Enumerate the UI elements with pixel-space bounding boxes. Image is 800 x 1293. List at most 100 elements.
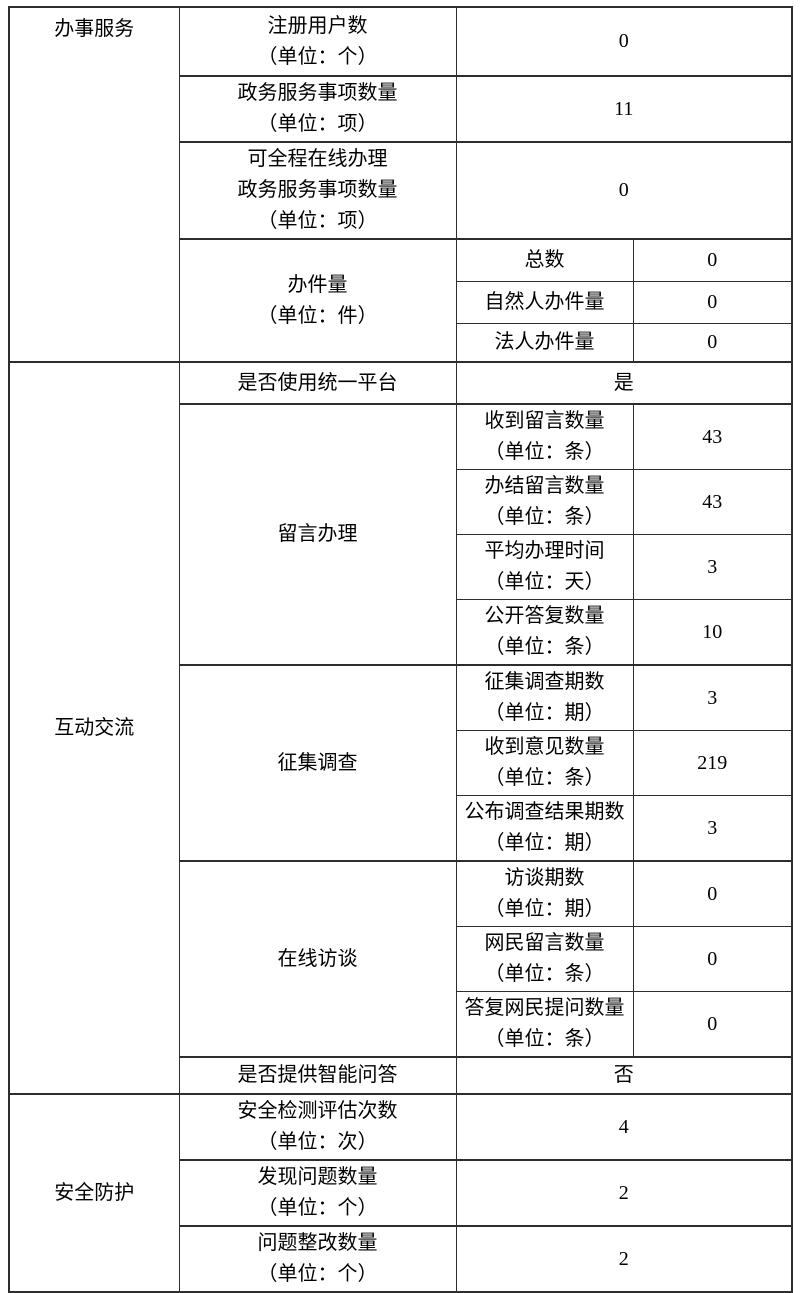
- value-natural-person: 0: [632, 280, 793, 324]
- item-unit: （单位：个）: [257, 45, 378, 68]
- section-label-interaction: 互动交流: [8, 361, 180, 1095]
- table-row: 办件量 （单位：件） 总数 0: [9, 238, 793, 363]
- item-unit: （单位：项）: [257, 210, 378, 232]
- item-problems-fixed: 问题整改数量 （单位：个）: [178, 1225, 457, 1293]
- value-netizen-questions-answered: 0: [632, 991, 793, 1058]
- item-problems-found: 发现问题数量 （单位：个）: [178, 1159, 457, 1227]
- table-row: 发现问题数量 （单位：个） 2: [9, 1159, 793, 1227]
- subitem-label: 收到留言数量: [484, 410, 605, 432]
- item-service-matters: 政务服务事项数量 （单位：项）: [178, 75, 457, 143]
- value-problems-found: 2: [455, 1159, 793, 1227]
- subitem-netizen-questions-answered: 答复网民提问数量 （单位：条）: [455, 991, 634, 1058]
- table-row: 留言办理 收到留言数量 （单位：条） 43: [9, 403, 793, 666]
- item-online-interview: 在线访谈: [178, 860, 457, 1058]
- item-unit: （单位：件）: [257, 304, 378, 327]
- subitem-label: 访谈期数: [504, 867, 585, 889]
- subitem-label: 办结留言数量: [484, 475, 605, 497]
- value-security-checks: 4: [455, 1093, 793, 1161]
- item-case-volume: 办件量 （单位：件）: [178, 238, 457, 363]
- subitem-label: 征集调查期数: [484, 671, 605, 693]
- value-service-matters: 11: [455, 75, 793, 143]
- subitem-average-handling-time: 平均办理时间 （单位：天）: [455, 534, 634, 600]
- subitem-survey-results-published: 公布调查结果期数 （单位：期）: [455, 795, 634, 862]
- subitem-survey-periods: 征集调查期数 （单位：期）: [455, 664, 634, 731]
- value-smart-qa: 否: [455, 1056, 793, 1095]
- item-message-handling: 留言办理: [178, 403, 457, 666]
- item-label: 政务服务事项数量: [237, 82, 398, 104]
- value-interview-periods: 0: [632, 860, 793, 927]
- value-public-replies: 10: [632, 599, 793, 666]
- subitem-public-replies: 公开答复数量 （单位：条）: [455, 599, 634, 666]
- value-messages-received: 43: [632, 403, 793, 470]
- value-netizen-messages: 0: [632, 926, 793, 992]
- value-opinions-received: 219: [632, 730, 793, 796]
- value-registered-users: 0: [455, 6, 793, 77]
- subitem-opinions-received: 收到意见数量 （单位：条）: [455, 730, 634, 796]
- value-total: 0: [632, 238, 793, 282]
- item-unit: （单位：个）: [257, 1263, 378, 1285]
- subitem-total: 总数: [455, 238, 634, 282]
- table-row: 政务服务事项数量 （单位：项） 11: [9, 75, 793, 143]
- subitem-label: 公开答复数量: [484, 605, 605, 627]
- subitem-messages-resolved: 办结留言数量 （单位：条）: [455, 469, 634, 535]
- subitem-unit: （单位：条）: [484, 441, 605, 463]
- subitem-unit: （单位：期）: [484, 702, 605, 724]
- table-row: 办结留言数量 （单位：条） 43: [9, 469, 793, 535]
- subitem-label: 答复网民提问数量: [464, 997, 625, 1019]
- item-label: 可全程在线办理: [247, 148, 388, 170]
- item-smart-qa: 是否提供智能问答: [178, 1056, 457, 1095]
- item-label: 发现问题数量: [257, 1166, 378, 1188]
- subitem-unit: （单位：期）: [484, 898, 605, 920]
- table-row: 安全防护 安全检测评估次数 （单位：次） 4: [8, 1093, 793, 1293]
- subitem-unit: （单位：条）: [484, 636, 605, 658]
- value-survey-periods: 3: [632, 664, 793, 731]
- subitem-label: 公布调查结果期数: [464, 801, 625, 823]
- subitem-netizen-messages: 网民留言数量 （单位：条）: [455, 926, 634, 992]
- table-row: 办事服务 注册用户数 （单位：个） 0: [8, 6, 793, 363]
- subitem-natural-person: 自然人办件量: [455, 280, 634, 324]
- value-problems-fixed: 2: [455, 1225, 793, 1293]
- item-security-checks: 安全检测评估次数 （单位：次）: [178, 1093, 457, 1161]
- item-label: 安全检测评估次数: [237, 1100, 398, 1122]
- item-unit: （单位：项）: [257, 113, 378, 135]
- value-online-service-matters: 0: [455, 141, 793, 240]
- table-row: 网民留言数量 （单位：条） 0: [9, 926, 793, 992]
- annual-report-table: 办事服务 注册用户数 （单位：个） 0 政务服务事项数量 （单位：项） 11 可…: [8, 6, 793, 1293]
- section-label-security: 安全防护: [8, 1093, 180, 1293]
- item-label: 问题整改数量: [257, 1232, 378, 1254]
- item-unit: （单位：个）: [257, 1197, 378, 1219]
- item-label: 政务服务事项数量: [237, 179, 398, 201]
- subitem-label: 网民留言数量: [484, 932, 605, 954]
- item-online-service-matters: 可全程在线办理 政务服务事项数量 （单位：项）: [178, 141, 457, 240]
- item-unit: （单位：次）: [257, 1131, 378, 1153]
- subitem-unit: （单位：期）: [484, 832, 605, 854]
- table-row: 征集调查 征集调查期数 （单位：期） 3: [9, 664, 793, 862]
- value-survey-results-published: 3: [632, 795, 793, 862]
- table-row: 公布调查结果期数 （单位：期） 3: [9, 795, 793, 862]
- item-label: 注册用户数: [267, 14, 368, 37]
- subitem-label: 平均办理时间: [484, 540, 605, 562]
- item-registered-users: 注册用户数 （单位：个）: [178, 6, 457, 77]
- subitem-unit: （单位：条）: [484, 767, 605, 789]
- table-row: 可全程在线办理 政务服务事项数量 （单位：项） 0: [9, 141, 793, 240]
- subitem-messages-received: 收到留言数量 （单位：条）: [455, 403, 634, 470]
- table-row: 收到意见数量 （单位：条） 219: [9, 730, 793, 796]
- subitem-interview-periods: 访谈期数 （单位：期）: [455, 860, 634, 927]
- table-row: 公开答复数量 （单位：条） 10: [9, 599, 793, 666]
- value-messages-resolved: 43: [632, 469, 793, 535]
- item-survey-collection: 征集调查: [178, 664, 457, 862]
- table-row: 平均办理时间 （单位：天） 3: [9, 534, 793, 600]
- subitem-unit: （单位：条）: [484, 506, 605, 528]
- table-row: 答复网民提问数量 （单位：条） 0: [9, 991, 793, 1058]
- subitem-unit: （单位：条）: [484, 1028, 605, 1050]
- value-legal-person: 0: [632, 322, 793, 363]
- value-unified-platform: 是: [455, 361, 793, 405]
- item-unified-platform: 是否使用统一平台: [178, 361, 457, 405]
- subitem-unit: （单位：条）: [484, 963, 605, 985]
- value-average-handling-time: 3: [632, 534, 793, 600]
- subitem-legal-person: 法人办件量: [455, 322, 634, 363]
- section-label-service: 办事服务: [8, 6, 180, 363]
- subitem-unit: （单位：天）: [484, 571, 605, 593]
- subitem-label: 收到意见数量: [484, 736, 605, 758]
